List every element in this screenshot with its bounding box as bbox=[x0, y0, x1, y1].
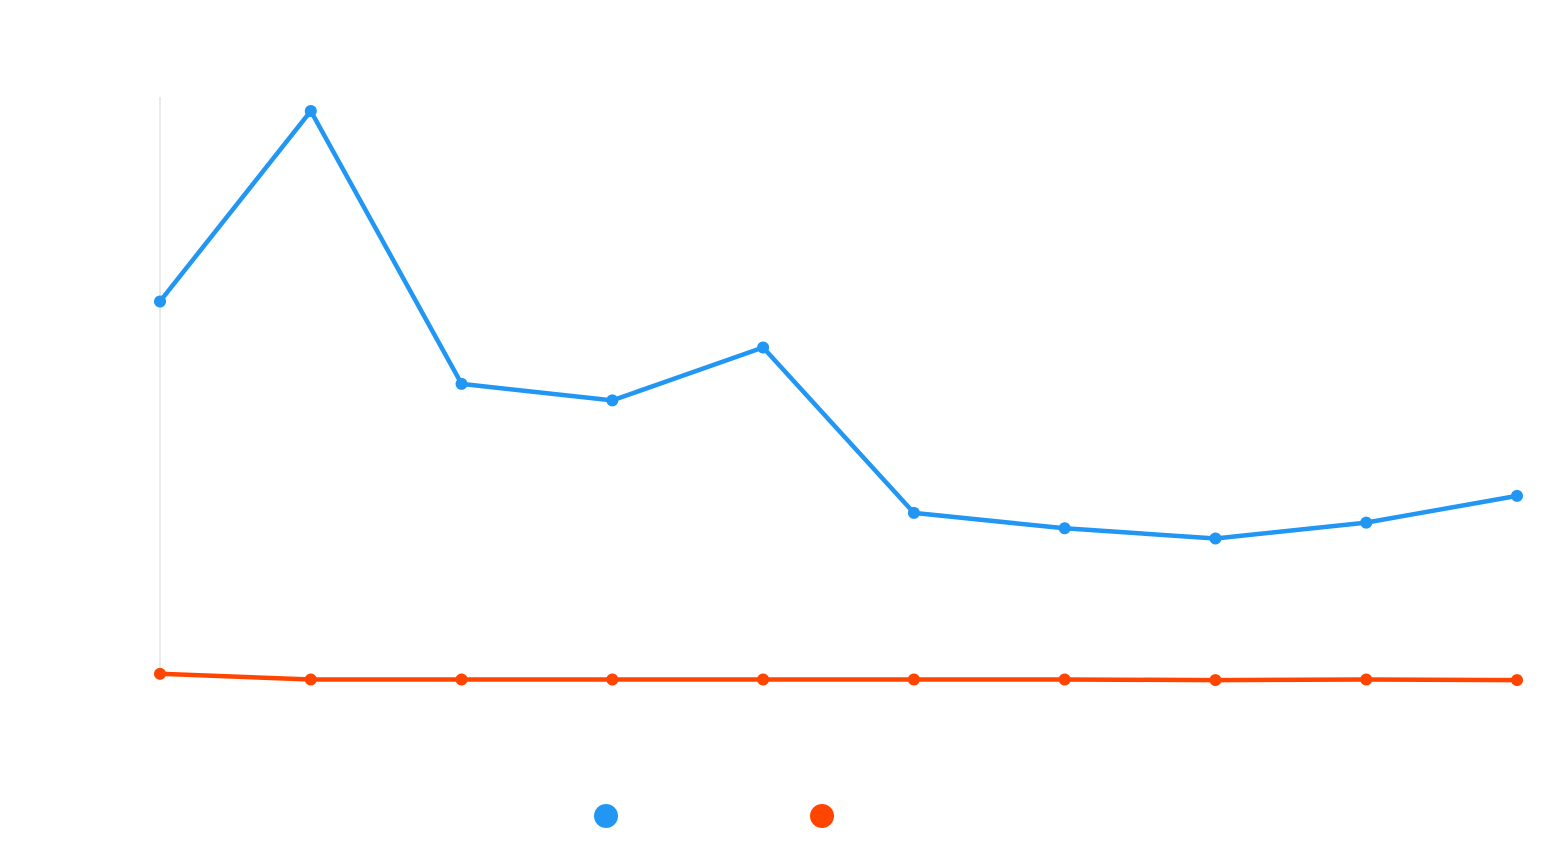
series-1-point[interactable] bbox=[1511, 489, 1523, 502]
series-1 bbox=[154, 105, 1523, 545]
series-layer bbox=[154, 105, 1523, 687]
series-2-point[interactable] bbox=[1360, 673, 1373, 686]
series-2-point[interactable] bbox=[304, 673, 317, 686]
series-2-point[interactable] bbox=[455, 673, 468, 686]
series-2-point[interactable] bbox=[1058, 673, 1071, 686]
legend-marker bbox=[810, 804, 834, 828]
series-1-point[interactable] bbox=[455, 377, 468, 390]
series-1-point[interactable] bbox=[154, 295, 166, 308]
series-2-point[interactable] bbox=[757, 673, 770, 686]
series-1-point[interactable] bbox=[907, 506, 920, 519]
legend-marker bbox=[594, 804, 618, 828]
legend[interactable] bbox=[594, 804, 834, 828]
series-2-line bbox=[157, 671, 1520, 683]
legend-item-1[interactable] bbox=[594, 804, 618, 828]
series-1-line bbox=[157, 108, 1520, 541]
series-2-point[interactable] bbox=[606, 673, 619, 686]
legend-item-2[interactable] bbox=[810, 804, 834, 828]
series-2-point[interactable] bbox=[154, 667, 166, 680]
series-1-point[interactable] bbox=[606, 394, 619, 407]
series-2-point[interactable] bbox=[1511, 674, 1523, 687]
series-2-point[interactable] bbox=[907, 673, 920, 686]
series-2 bbox=[154, 667, 1523, 687]
series-1-point[interactable] bbox=[304, 105, 317, 117]
series-1-point[interactable] bbox=[1209, 532, 1222, 545]
series-2-point[interactable] bbox=[1209, 674, 1222, 687]
series-1-point[interactable] bbox=[1058, 522, 1071, 535]
series-1-point[interactable] bbox=[757, 341, 770, 354]
series-1-point[interactable] bbox=[1360, 516, 1373, 529]
